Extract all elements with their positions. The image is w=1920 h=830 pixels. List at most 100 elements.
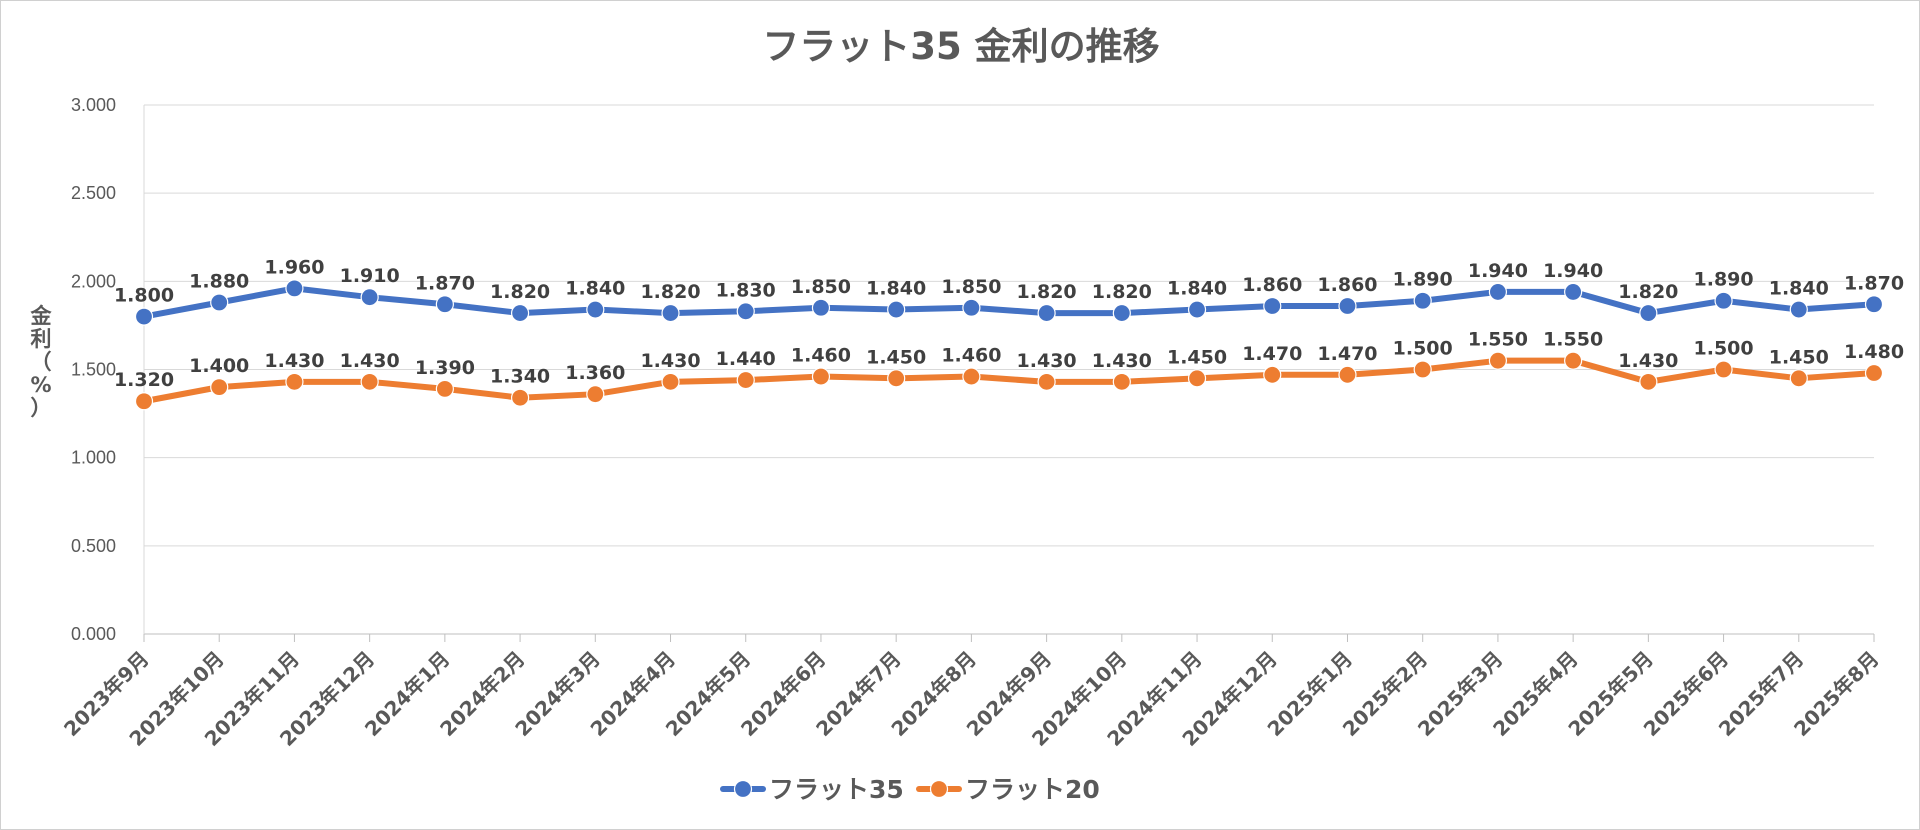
data-label: 1.430 [340,350,400,372]
y-axis-label: 金利（%） [30,304,53,420]
data-point [1263,365,1282,384]
data-label: 1.960 [264,256,324,278]
data-label: 1.870 [1844,272,1904,294]
data-point [962,367,981,386]
data-point [1187,300,1207,319]
data-labels: 1.800 1.880 1.960 1.910 1.870 1.820 1.840 1.820… [114,256,1904,391]
data-point [1714,360,1733,379]
data-point [435,379,454,398]
data-label: 1.470 [1242,343,1302,365]
data-point [1714,291,1733,310]
gridlines [144,104,1874,547]
data-point [887,300,906,319]
data-point [1037,372,1056,391]
data-point [661,372,680,391]
data-label: 1.460 [791,345,851,367]
data-label: 1.450 [866,346,926,368]
data-label: 1.450 [1167,346,1227,368]
data-label: 1.430 [1092,350,1152,372]
data-point [1639,372,1658,391]
data-label: 1.430 [264,350,324,372]
data-point [1187,369,1207,388]
legend-label: フラット20 [965,775,1100,804]
data-label: 1.820 [1092,281,1152,303]
data-label: 1.820 [640,281,700,303]
series-line [141,285,1877,320]
data-point [210,378,229,397]
data-label: 1.850 [791,276,851,298]
data-label: 1.890 [1393,269,1453,291]
data-label: 1.860 [1317,274,1377,296]
data-label: 1.870 [415,272,475,294]
data-label: 1.890 [1694,269,1754,291]
data-label: 1.430 [1017,350,1077,372]
y-tick-label: 3.000 [71,95,116,115]
data-point [811,367,831,386]
data-label: 1.430 [640,350,700,372]
data-point [586,300,605,319]
data-label: 1.940 [1468,260,1528,282]
data-point [285,372,304,391]
legend-marker [733,779,753,799]
data-label: 1.820 [1618,281,1678,303]
data-label: 1.860 [1242,274,1302,296]
series-line [141,357,1877,405]
legend-label: フラット35 [769,775,904,804]
y-tick-label: 1.000 [71,448,116,468]
data-point [1864,295,1884,314]
data-point [1789,300,1808,319]
data-label: 1.880 [189,270,249,292]
data-point [1564,282,1583,302]
data-label: 1.470 [1317,343,1377,365]
data-point [736,370,755,390]
y-axis-label-char: 利 [31,327,52,351]
y-tick-label: 2.500 [71,183,116,203]
y-tick-label: 2.000 [71,271,116,291]
data-point [210,293,229,312]
data-point [1789,369,1808,388]
data-label: 1.830 [716,279,776,301]
data-label: 1.460 [941,345,1001,367]
data-label: 1.550 [1468,329,1528,351]
data-label: 1.500 [1694,338,1754,360]
data-point [1112,303,1131,323]
data-point [1639,303,1658,323]
data-point [134,392,154,411]
data-point [1037,303,1056,323]
data-point [586,385,605,404]
data-point [661,303,680,323]
data-point [1864,363,1884,383]
series-group [134,279,1884,411]
data-label: 1.940 [1543,260,1603,282]
data-point [1338,365,1357,384]
data-label: 1.430 [1618,350,1678,372]
data-label: 1.820 [490,281,550,303]
data-label: 1.320 [114,369,174,391]
data-point [1413,291,1432,310]
data-point [1488,282,1508,302]
data-label: 1.340 [490,366,550,388]
data-label: 1.800 [114,285,174,307]
data-point [1413,360,1432,379]
data-point [285,279,304,298]
data-label: 1.360 [565,362,625,384]
data-label: 1.910 [340,265,400,287]
data-point [811,298,831,317]
data-point [1263,296,1282,316]
data-label: 1.480 [1844,341,1904,363]
y-axis-label-char: ） [31,396,52,420]
data-point [962,298,981,317]
data-point [887,369,906,388]
legend-marker [929,779,949,799]
data-point [1112,372,1131,391]
legend: フラット35 フラット20 [720,775,1100,804]
y-axis-label-char: % [30,373,51,397]
data-label: 1.850 [941,276,1001,298]
data-point [1338,296,1357,316]
data-label: 1.840 [1167,278,1227,300]
data-point [360,288,379,307]
data-point [1564,351,1583,370]
data-point [360,372,379,391]
